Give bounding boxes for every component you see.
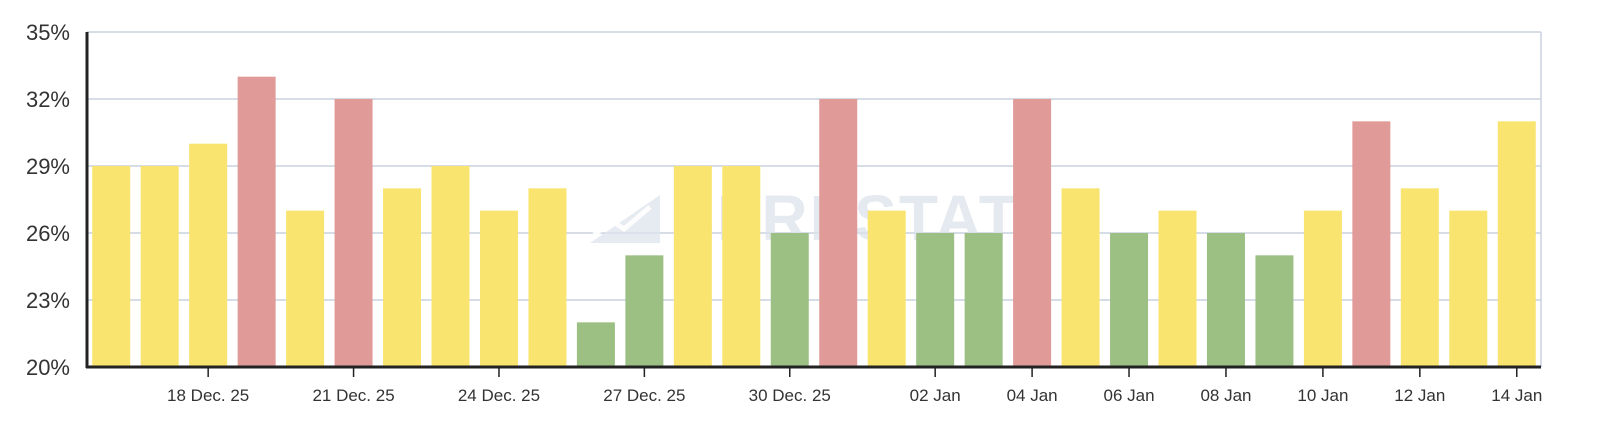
- x-tick-label: 02 Jan: [910, 386, 961, 405]
- x-tick-label: 18 Dec. 25: [167, 386, 249, 405]
- y-tick-label: 35%: [26, 20, 70, 45]
- bar[interactable]: [237, 76, 276, 368]
- y-tick-label: 32%: [26, 87, 70, 112]
- bar[interactable]: [479, 210, 518, 367]
- bar[interactable]: [286, 210, 325, 367]
- x-tick-label: 08 Jan: [1200, 386, 1251, 405]
- x-tick-label: 24 Dec. 25: [458, 386, 540, 405]
- bar[interactable]: [1158, 210, 1197, 367]
- bar[interactable]: [140, 166, 179, 367]
- axes: [85, 32, 1541, 369]
- bar[interactable]: [1497, 121, 1536, 367]
- serpstat-logo-icon: [590, 195, 660, 243]
- bar[interactable]: [770, 233, 809, 367]
- bar[interactable]: [528, 188, 567, 367]
- bar[interactable]: [1206, 233, 1245, 367]
- bar[interactable]: [189, 143, 228, 367]
- bar[interactable]: [1400, 188, 1439, 367]
- bar[interactable]: [1449, 210, 1488, 367]
- bar[interactable]: [625, 255, 664, 367]
- bar[interactable]: [1013, 99, 1052, 367]
- y-axis-tick-labels: 20% 23% 26% 29% 32% 35%: [26, 20, 70, 380]
- x-tick-label: 27 Dec. 25: [603, 386, 685, 405]
- bar[interactable]: [722, 166, 761, 367]
- y-tick-label: 23%: [26, 288, 70, 313]
- bar[interactable]: [916, 233, 955, 367]
- y-tick-label: 29%: [26, 154, 70, 179]
- x-tick-label: 04 Jan: [1007, 386, 1058, 405]
- x-tick-label: 21 Dec. 25: [312, 386, 394, 405]
- bar[interactable]: [383, 188, 422, 367]
- bar[interactable]: [819, 99, 858, 367]
- bar[interactable]: [334, 99, 373, 367]
- x-tick-label: 06 Jan: [1104, 386, 1155, 405]
- x-tick-label: 30 Dec. 25: [749, 386, 831, 405]
- bars: [92, 76, 1536, 368]
- bar[interactable]: [673, 166, 712, 367]
- y-tick-label: 26%: [26, 221, 70, 246]
- y-tick-label: 20%: [26, 355, 70, 380]
- x-axis-tick-labels: 18 Dec. 25 21 Dec. 25 24 Dec. 25 27 Dec. 25…: [167, 367, 1542, 405]
- bar[interactable]: [576, 322, 615, 367]
- bar[interactable]: [1061, 188, 1100, 367]
- x-tick-label: 14 Jan: [1491, 386, 1542, 405]
- bar[interactable]: [1255, 255, 1294, 367]
- bar[interactable]: [1352, 121, 1391, 367]
- bar[interactable]: [867, 210, 906, 367]
- bar[interactable]: [431, 166, 470, 367]
- bar[interactable]: [1110, 233, 1149, 367]
- bar[interactable]: [92, 166, 131, 367]
- x-tick-label: 12 Jan: [1394, 386, 1445, 405]
- bar[interactable]: [1303, 210, 1342, 367]
- x-tick-label: 10 Jan: [1297, 386, 1348, 405]
- bar[interactable]: [964, 233, 1003, 367]
